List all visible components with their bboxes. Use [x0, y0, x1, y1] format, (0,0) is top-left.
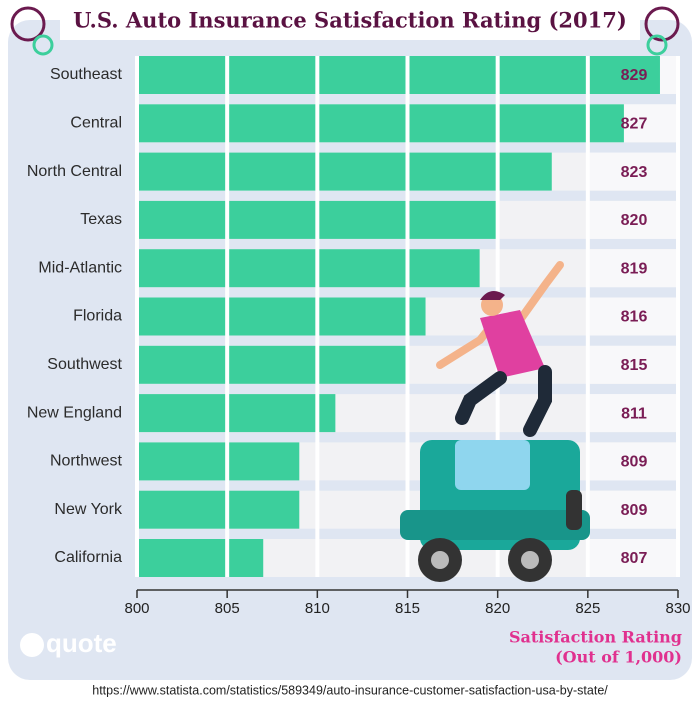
decor-circle — [10, 6, 46, 42]
y-tick-label: Texas — [80, 211, 122, 228]
label-cell — [589, 442, 678, 481]
y-tick-label: Northwest — [50, 453, 123, 470]
decor-circle — [646, 34, 668, 56]
y-tick-label: New England — [27, 404, 122, 421]
bar — [137, 490, 300, 529]
y-tick-label: Southeast — [50, 66, 123, 83]
y-tick-label: New York — [54, 501, 123, 518]
label-cell — [589, 345, 678, 384]
bar — [137, 394, 336, 433]
bar — [137, 152, 552, 191]
source: https://www.statista.com/statistics/5893… — [92, 683, 608, 697]
bar — [137, 345, 408, 384]
bar — [137, 104, 624, 143]
x-tick-label: 815 — [395, 600, 420, 617]
data-label: 823 — [621, 164, 648, 181]
data-label: 807 — [621, 550, 648, 567]
chart-title: U.S. Auto Insurance Satisfaction Rating … — [73, 8, 627, 33]
bar — [137, 297, 426, 336]
bar — [137, 249, 480, 288]
label-cell — [589, 297, 678, 336]
illustration — [400, 261, 590, 582]
data-label: 816 — [621, 309, 648, 326]
x-tick-label: 810 — [305, 600, 330, 617]
bar — [137, 539, 264, 577]
bar — [137, 56, 660, 94]
label-cell — [589, 394, 678, 433]
label-cell — [589, 200, 678, 239]
data-label: 809 — [621, 502, 648, 519]
title-backdrop — [60, 0, 640, 40]
data-label: 815 — [621, 357, 648, 374]
logo: quote — [46, 628, 117, 658]
y-tick-label: Florida — [73, 308, 122, 325]
x-tick-label: 830 — [665, 600, 690, 617]
logo-icon — [20, 633, 44, 657]
x-tick-label: 800 — [124, 600, 149, 617]
x-axis-label: Satisfaction Rating — [509, 628, 682, 647]
data-label: 820 — [621, 212, 648, 229]
y-tick-label: California — [54, 549, 122, 566]
label-cell — [589, 539, 678, 577]
label-cell — [589, 249, 678, 288]
x-axis-label: (Out of 1,000) — [555, 648, 682, 667]
data-label: 827 — [621, 116, 648, 133]
label-cell — [589, 490, 678, 529]
x-tick-label: 805 — [215, 600, 240, 617]
decor-circle — [644, 6, 680, 42]
label-cell — [589, 152, 678, 191]
y-tick-label: North Central — [27, 163, 122, 180]
data-label: 819 — [621, 260, 648, 277]
data-label: 809 — [621, 454, 648, 471]
x-tick-label: 820 — [485, 600, 510, 617]
decor-circle — [32, 34, 54, 56]
data-label: 829 — [621, 67, 648, 84]
y-tick-label: Southwest — [47, 356, 122, 373]
y-tick-label: Mid-Atlantic — [38, 259, 122, 276]
bar — [137, 442, 300, 481]
y-tick-label: Central — [70, 115, 122, 132]
data-label: 811 — [621, 405, 647, 422]
x-tick-label: 825 — [575, 600, 600, 617]
